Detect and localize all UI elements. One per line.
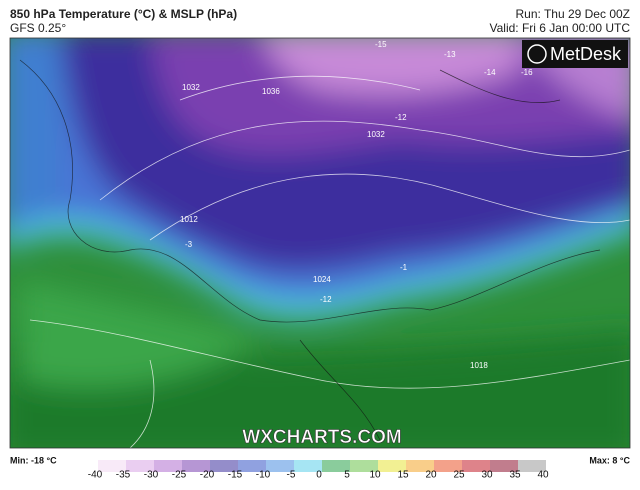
colorbar-segment <box>406 460 434 472</box>
colorbar-tick-label: -35 <box>116 470 131 481</box>
colorbar-tick-label: -20 <box>200 470 215 481</box>
contour-label: -16 <box>521 68 533 77</box>
colorbar-tick-label: 30 <box>481 470 493 481</box>
watermark: WXCHARTS.COM <box>242 427 401 448</box>
colorbar-tick-label: -25 <box>172 470 187 481</box>
title: 850 hPa Temperature (°C) & MSLP (hPa) <box>10 7 237 21</box>
colorbar-tick-label: -30 <box>144 470 159 481</box>
model: GFS 0.25° <box>10 21 66 35</box>
colorbar-segment <box>490 460 518 472</box>
colorbar-segment <box>98 460 126 472</box>
colorbar-segment <box>378 460 406 472</box>
colorbar-tick-label: 10 <box>369 470 381 481</box>
map <box>10 38 630 448</box>
colorbar-segment <box>154 460 182 472</box>
colorbar-tick-label: 20 <box>425 470 437 481</box>
contour-label: -1 <box>400 263 408 272</box>
map-frame <box>9 37 631 449</box>
colorbar-segment <box>518 460 546 472</box>
colorbar-segment <box>434 460 462 472</box>
run: Run: Thu 29 Dec 00Z <box>515 7 630 21</box>
colorbar-segment <box>462 460 490 472</box>
contour-label: 1018 <box>470 361 488 370</box>
colorbar-tick-label: 25 <box>453 470 465 481</box>
colorbar-tick-label: 35 <box>509 470 521 481</box>
brand: MetDesk <box>550 44 622 64</box>
contour-label: 1012 <box>180 215 198 224</box>
colorbar-segment <box>350 460 378 472</box>
colorbar-tick-label: -40 <box>88 470 103 481</box>
colorbar-tick-label: -5 <box>287 470 296 481</box>
colorbar-segment <box>126 460 154 472</box>
colorbar-tick-label: -15 <box>228 470 243 481</box>
colorbar-segment <box>210 460 238 472</box>
contour-label: 1024 <box>313 275 331 284</box>
colorbar-segment <box>322 460 350 472</box>
contour-label: -13 <box>444 50 456 59</box>
contour-label: -12 <box>395 113 407 122</box>
contour-label: -15 <box>375 40 387 49</box>
valid: Valid: Fri 6 Jan 00:00 UTC <box>489 21 630 35</box>
contour-label: 1036 <box>262 87 280 96</box>
contour-label: 1032 <box>367 130 385 139</box>
contour-label: -3 <box>185 240 193 249</box>
colorbar-tick-label: 0 <box>316 470 322 481</box>
colorbar-tick-label: 40 <box>537 470 549 481</box>
colorbar-tick-label: 5 <box>344 470 350 481</box>
colorbar-segment <box>294 460 322 472</box>
contour-label: -14 <box>484 68 496 77</box>
contour-label: -12 <box>320 295 332 304</box>
colorbar-segment <box>238 460 266 472</box>
colorbar-segment <box>266 460 294 472</box>
colorbar-segment <box>182 460 210 472</box>
colorbar-tick-label: -10 <box>256 470 271 481</box>
colorbar-tick-label: 15 <box>397 470 409 481</box>
brand-icon <box>527 44 547 64</box>
min-label: Min: -18 °C <box>10 455 57 465</box>
contour-label: 1032 <box>182 83 200 92</box>
colorbar: -40 -35 -30 -25 -20 -15 -10 -5 0 5 10 15 20 25 30 35 40 <box>88 460 549 481</box>
max-label: Max: 8 °C <box>589 455 630 465</box>
